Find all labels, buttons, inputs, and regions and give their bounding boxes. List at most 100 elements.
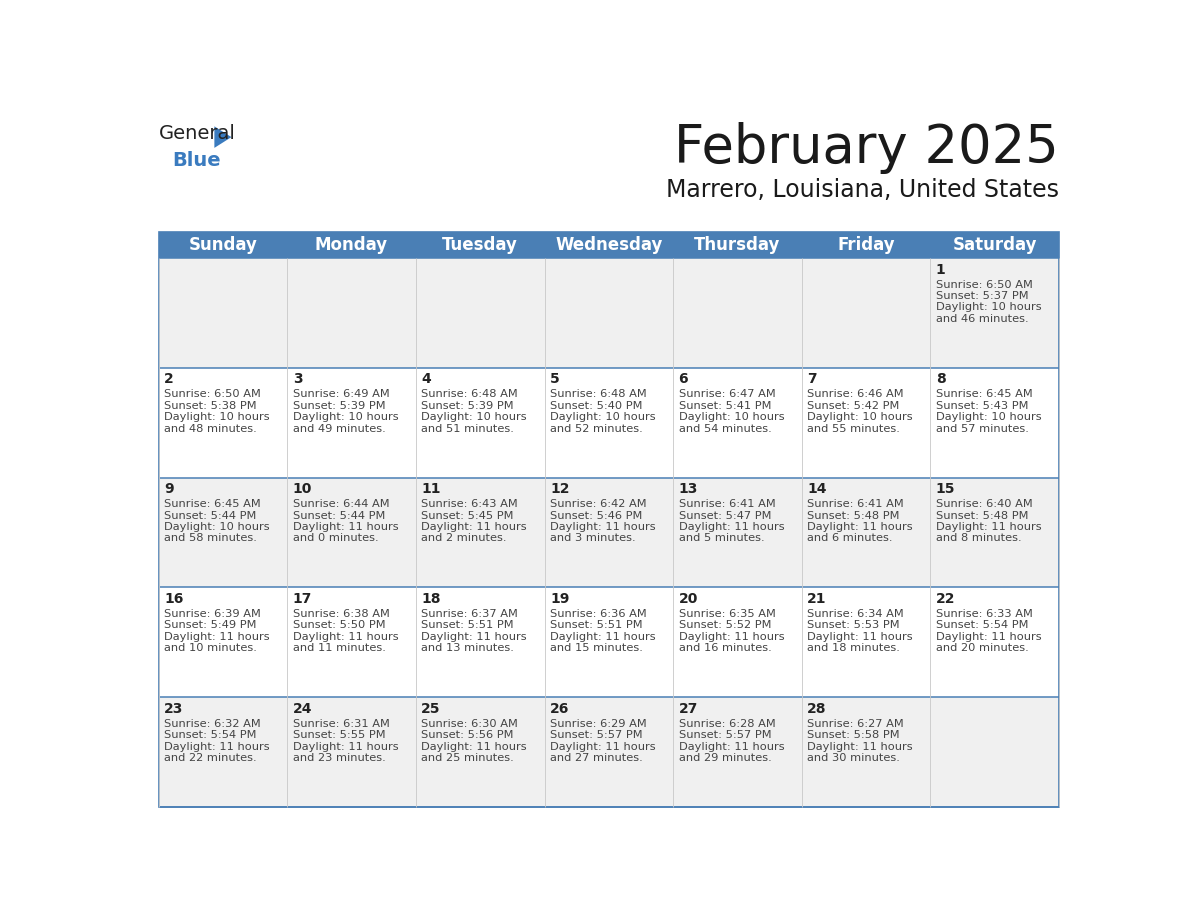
Text: 7: 7 (808, 373, 817, 386)
Text: and 15 minutes.: and 15 minutes. (550, 644, 643, 653)
Text: February 2025: February 2025 (675, 122, 1060, 174)
Text: Sunset: 5:54 PM: Sunset: 5:54 PM (936, 621, 1029, 631)
Text: Daylight: 10 hours: Daylight: 10 hours (808, 412, 912, 422)
Text: and 55 minutes.: and 55 minutes. (808, 423, 901, 433)
FancyBboxPatch shape (158, 697, 1060, 807)
Text: 21: 21 (808, 592, 827, 606)
Text: Daylight: 11 hours: Daylight: 11 hours (808, 522, 912, 532)
Text: and 27 minutes.: and 27 minutes. (550, 753, 643, 763)
Text: Daylight: 10 hours: Daylight: 10 hours (678, 412, 784, 422)
Text: Daylight: 10 hours: Daylight: 10 hours (422, 412, 527, 422)
Text: Sunset: 5:57 PM: Sunset: 5:57 PM (550, 730, 643, 740)
Text: Saturday: Saturday (953, 236, 1037, 254)
Text: 15: 15 (936, 482, 955, 497)
Text: and 54 minutes.: and 54 minutes. (678, 423, 771, 433)
Text: Sunset: 5:51 PM: Sunset: 5:51 PM (422, 621, 514, 631)
Text: Sunrise: 6:29 AM: Sunrise: 6:29 AM (550, 719, 646, 729)
Text: 11: 11 (422, 482, 441, 497)
Text: Sunset: 5:57 PM: Sunset: 5:57 PM (678, 730, 771, 740)
Text: Daylight: 11 hours: Daylight: 11 hours (164, 742, 270, 752)
Text: 1: 1 (936, 263, 946, 276)
FancyBboxPatch shape (158, 258, 1060, 368)
Text: and 2 minutes.: and 2 minutes. (422, 533, 507, 543)
Text: Blue: Blue (172, 151, 221, 170)
Text: and 5 minutes.: and 5 minutes. (678, 533, 764, 543)
Text: Sunrise: 6:48 AM: Sunrise: 6:48 AM (422, 389, 518, 399)
Text: Sunrise: 6:41 AM: Sunrise: 6:41 AM (808, 499, 904, 509)
Text: Daylight: 11 hours: Daylight: 11 hours (422, 632, 527, 642)
FancyBboxPatch shape (158, 477, 1060, 588)
Text: Sunrise: 6:35 AM: Sunrise: 6:35 AM (678, 609, 776, 619)
Text: Sunrise: 6:28 AM: Sunrise: 6:28 AM (678, 719, 776, 729)
Text: Sunrise: 6:45 AM: Sunrise: 6:45 AM (936, 389, 1032, 399)
Text: Daylight: 11 hours: Daylight: 11 hours (292, 742, 398, 752)
Text: Daylight: 11 hours: Daylight: 11 hours (550, 742, 656, 752)
Text: Daylight: 11 hours: Daylight: 11 hours (164, 632, 270, 642)
Text: Daylight: 10 hours: Daylight: 10 hours (292, 412, 398, 422)
Text: Sunrise: 6:41 AM: Sunrise: 6:41 AM (678, 499, 776, 509)
Text: 8: 8 (936, 373, 946, 386)
Text: and 46 minutes.: and 46 minutes. (936, 314, 1029, 324)
Text: Sunset: 5:41 PM: Sunset: 5:41 PM (678, 401, 771, 410)
Text: Daylight: 11 hours: Daylight: 11 hours (678, 522, 784, 532)
Text: Sunset: 5:39 PM: Sunset: 5:39 PM (422, 401, 514, 410)
Text: Sunrise: 6:50 AM: Sunrise: 6:50 AM (164, 389, 261, 399)
Text: 12: 12 (550, 482, 569, 497)
Text: Daylight: 10 hours: Daylight: 10 hours (550, 412, 656, 422)
Text: Sunday: Sunday (189, 236, 258, 254)
Text: Sunrise: 6:40 AM: Sunrise: 6:40 AM (936, 499, 1032, 509)
Text: Sunset: 5:50 PM: Sunset: 5:50 PM (292, 621, 385, 631)
Text: and 3 minutes.: and 3 minutes. (550, 533, 636, 543)
Text: Sunrise: 6:38 AM: Sunrise: 6:38 AM (292, 609, 390, 619)
Text: Sunrise: 6:37 AM: Sunrise: 6:37 AM (422, 609, 518, 619)
Text: 9: 9 (164, 482, 173, 497)
Text: Sunset: 5:52 PM: Sunset: 5:52 PM (678, 621, 771, 631)
Text: Daylight: 11 hours: Daylight: 11 hours (422, 522, 527, 532)
Text: 4: 4 (422, 373, 431, 386)
Text: Sunset: 5:47 PM: Sunset: 5:47 PM (678, 510, 771, 521)
Text: Sunrise: 6:43 AM: Sunrise: 6:43 AM (422, 499, 518, 509)
Text: Sunset: 5:49 PM: Sunset: 5:49 PM (164, 621, 257, 631)
FancyBboxPatch shape (158, 232, 1060, 258)
Text: Daylight: 11 hours: Daylight: 11 hours (808, 742, 912, 752)
Text: 27: 27 (678, 702, 699, 716)
Text: and 49 minutes.: and 49 minutes. (292, 423, 385, 433)
Text: and 58 minutes.: and 58 minutes. (164, 533, 257, 543)
Text: Daylight: 11 hours: Daylight: 11 hours (292, 632, 398, 642)
Text: Sunrise: 6:44 AM: Sunrise: 6:44 AM (292, 499, 390, 509)
Text: 28: 28 (808, 702, 827, 716)
Text: Sunset: 5:40 PM: Sunset: 5:40 PM (550, 401, 643, 410)
Text: Daylight: 11 hours: Daylight: 11 hours (422, 742, 527, 752)
Polygon shape (214, 127, 232, 148)
Text: 26: 26 (550, 702, 569, 716)
Text: Sunrise: 6:27 AM: Sunrise: 6:27 AM (808, 719, 904, 729)
Text: and 25 minutes.: and 25 minutes. (422, 753, 514, 763)
Text: Sunset: 5:55 PM: Sunset: 5:55 PM (292, 730, 385, 740)
Text: Daylight: 11 hours: Daylight: 11 hours (550, 522, 656, 532)
Text: Sunrise: 6:45 AM: Sunrise: 6:45 AM (164, 499, 260, 509)
Text: and 16 minutes.: and 16 minutes. (678, 644, 771, 653)
Text: Thursday: Thursday (694, 236, 781, 254)
Text: 23: 23 (164, 702, 183, 716)
Text: Monday: Monday (315, 236, 388, 254)
Text: Sunrise: 6:49 AM: Sunrise: 6:49 AM (292, 389, 390, 399)
Text: and 8 minutes.: and 8 minutes. (936, 533, 1022, 543)
Text: and 48 minutes.: and 48 minutes. (164, 423, 257, 433)
Text: Sunrise: 6:30 AM: Sunrise: 6:30 AM (422, 719, 518, 729)
Text: Sunset: 5:42 PM: Sunset: 5:42 PM (808, 401, 899, 410)
FancyBboxPatch shape (158, 588, 1060, 697)
Text: 5: 5 (550, 373, 560, 386)
Text: Daylight: 11 hours: Daylight: 11 hours (808, 632, 912, 642)
Text: 13: 13 (678, 482, 699, 497)
Text: Daylight: 10 hours: Daylight: 10 hours (936, 302, 1042, 312)
Text: 17: 17 (292, 592, 312, 606)
Text: Sunrise: 6:50 AM: Sunrise: 6:50 AM (936, 280, 1032, 289)
Text: Sunset: 5:48 PM: Sunset: 5:48 PM (808, 510, 899, 521)
Text: 3: 3 (292, 373, 302, 386)
Text: and 51 minutes.: and 51 minutes. (422, 423, 514, 433)
Text: Daylight: 10 hours: Daylight: 10 hours (164, 412, 270, 422)
Text: and 30 minutes.: and 30 minutes. (808, 753, 901, 763)
Text: Daylight: 10 hours: Daylight: 10 hours (936, 412, 1042, 422)
Text: 20: 20 (678, 592, 699, 606)
Text: Sunset: 5:39 PM: Sunset: 5:39 PM (292, 401, 385, 410)
